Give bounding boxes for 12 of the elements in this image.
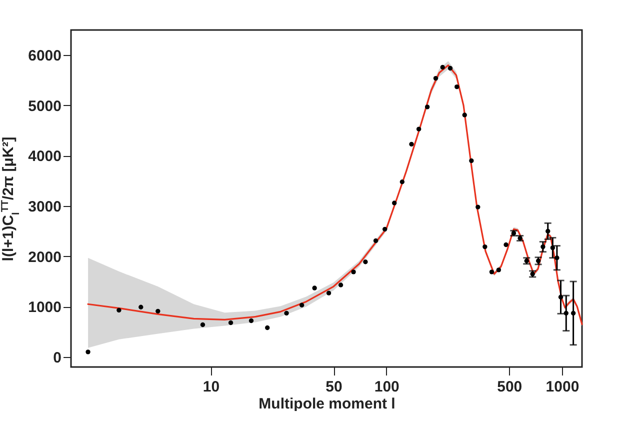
y-tick-label: 4000 <box>28 148 62 166</box>
y-tick-label: 0 <box>53 349 62 366</box>
x-tick-label: 50 <box>326 378 342 396</box>
y-tick-label: 1000 <box>28 299 62 316</box>
x-tick-label: 100 <box>374 378 400 396</box>
x-tick-label: 10 <box>202 378 220 396</box>
y-tick-label: 6000 <box>28 48 62 65</box>
y-tick-label: 3000 <box>28 198 62 216</box>
y-tick-label: 5000 <box>28 98 62 115</box>
y-tick-label: 2000 <box>28 248 62 266</box>
x-tick-label: 500 <box>497 378 522 396</box>
x-tick-label: 1000 <box>546 378 580 396</box>
